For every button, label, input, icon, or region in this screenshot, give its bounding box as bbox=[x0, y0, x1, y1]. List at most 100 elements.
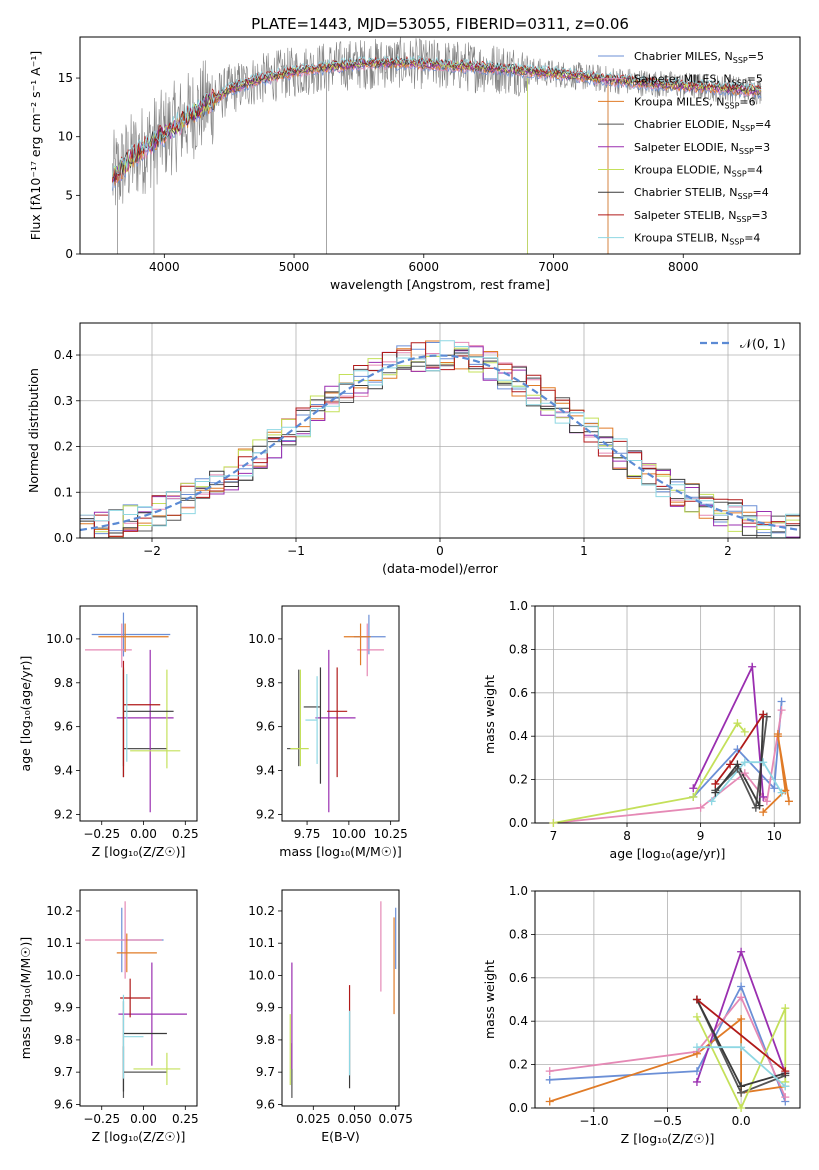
weight-marker bbox=[692, 1067, 701, 1076]
weight-marker bbox=[773, 732, 782, 741]
legend-entry: Chabrier MILES, NSSP=5 bbox=[634, 50, 764, 65]
legend-entry: Kroupa ELODIE, NSSP=4 bbox=[634, 164, 763, 179]
weight-marker bbox=[755, 801, 764, 810]
y-tick-label: 9.8 bbox=[256, 676, 275, 690]
x-tick-label: −1.0 bbox=[579, 1114, 608, 1128]
x-tick-label: −0.5 bbox=[653, 1114, 682, 1128]
weight-marker bbox=[737, 947, 746, 956]
y-tick-label: 9.9 bbox=[54, 1001, 73, 1015]
weight-marker bbox=[737, 993, 746, 1002]
legend-entry: Salpeter MILES, NSSP=5 bbox=[634, 73, 763, 88]
y-tick-label: 9.2 bbox=[54, 807, 73, 821]
x-tick-label: 0.25 bbox=[172, 1112, 199, 1126]
legend-count: =4 bbox=[747, 164, 763, 177]
y-tick-label: 0.6 bbox=[509, 971, 528, 985]
legend-entry: Chabrier ELODIE, NSSP=4 bbox=[634, 118, 771, 133]
weight-marker bbox=[689, 784, 698, 793]
y-tick-label: 0.3 bbox=[54, 394, 73, 408]
x-tick-label: 7 bbox=[550, 829, 558, 843]
weight-marker bbox=[759, 808, 768, 817]
y-tick-label: 1.0 bbox=[509, 884, 528, 898]
weight-marker bbox=[545, 1075, 554, 1084]
legend-count: =4 bbox=[755, 118, 771, 131]
weight-marker bbox=[781, 1093, 790, 1102]
age-vs-mass-panel: 9.75 10.00 10.25 9.2 9.4 9.6 9.8 10.0 mass [log₁… bbox=[248, 605, 408, 859]
y-tick-label: 0.8 bbox=[509, 927, 528, 941]
x-tick-label: 0.025 bbox=[296, 1112, 330, 1126]
model-spectrum bbox=[112, 55, 762, 183]
weight-marker bbox=[549, 819, 558, 827]
x-tick-label: 0.00 bbox=[130, 1112, 157, 1126]
weight-marker bbox=[692, 1043, 701, 1052]
mass-vs-extinction-panel: 0.025 0.050 0.075 9.6 9.7 9.8 9.9 10.0 10.1 10.2 E… bbox=[248, 889, 413, 1144]
y-tick-label: 10.0 bbox=[248, 968, 275, 982]
weight-marker bbox=[733, 745, 742, 754]
plot-area bbox=[80, 340, 800, 538]
mass-weight-vs-age-panel: 7 8 9 10 0.0 0.2 0.4 0.6 0.8 1.0 age [log₁₀(age/yr… bbox=[482, 599, 801, 861]
y-tick-label: 9.6 bbox=[256, 720, 275, 734]
x-tick-label: 0.050 bbox=[337, 1112, 371, 1126]
legend-subscript: SSP bbox=[724, 101, 739, 110]
y-tick-label: 0.4 bbox=[509, 1014, 528, 1028]
figure-title: PLATE=1443, MJD=53055, FIBERID=0311, z=0… bbox=[251, 15, 629, 33]
y-tick-label: 9.4 bbox=[54, 764, 73, 778]
weight-line bbox=[549, 995, 787, 1098]
weight-marker bbox=[545, 1067, 554, 1076]
y-tick-label: 9.8 bbox=[256, 1033, 275, 1047]
x-tick-label: 0.00 bbox=[130, 827, 157, 841]
y-tick-label: 10.0 bbox=[46, 632, 73, 646]
weight-marker bbox=[781, 1004, 790, 1013]
x-axis-label: (data-model)/error bbox=[382, 561, 499, 576]
weight-line bbox=[549, 984, 787, 1102]
weight-line bbox=[696, 998, 786, 1072]
histogram-steps bbox=[80, 340, 800, 538]
weight-marker bbox=[692, 1077, 701, 1086]
weight-marker bbox=[733, 719, 742, 728]
x-axis-label: age [log₁₀(age/yr)] bbox=[610, 846, 726, 861]
y-tick-label: 9.8 bbox=[54, 676, 73, 690]
y-tick-label: 0.0 bbox=[509, 816, 528, 830]
y-axis-label: mass weight bbox=[482, 675, 497, 754]
mass-weight-vs-metallicity-panel: −1.0 −0.5 0.0 0.0 0.2 0.4 0.6 0.8 1.0 Z [log₁₀(Z/… bbox=[482, 884, 801, 1146]
legend-count: =4 bbox=[744, 232, 760, 245]
weight-line bbox=[711, 761, 783, 802]
weight-marker bbox=[784, 797, 793, 806]
x-tick-label: 0.25 bbox=[172, 827, 199, 841]
weight-marker bbox=[711, 788, 720, 797]
legend-subscript: SSP bbox=[740, 124, 755, 133]
legend-count: =3 bbox=[754, 141, 770, 154]
weight-marker bbox=[759, 758, 768, 767]
spectrum-panel: 4000 5000 6000 7000 8000 0 5 10 15 wavelength [An… bbox=[28, 36, 801, 292]
weight-marker bbox=[707, 797, 716, 806]
x-tick-label: 10 bbox=[767, 829, 782, 843]
age-vs-metallicity-panel: −0.25 0.00 0.25 9.2 9.4 9.6 9.8 10.0 Z [log₁₀(Z/… bbox=[18, 605, 199, 859]
axes-frame bbox=[534, 605, 801, 824]
legend-entry: Salpeter ELODIE, NSSP=3 bbox=[634, 141, 770, 156]
legend-count: =3 bbox=[751, 209, 767, 222]
y-tick-label: 9.9 bbox=[256, 1001, 275, 1015]
y-tick-label: 0.4 bbox=[54, 348, 73, 362]
mass-vs-metallicity-panel: −0.25 0.00 0.25 9.6 9.7 9.8 9.9 10.0 10.1 10.2 Z [… bbox=[18, 889, 199, 1144]
weight-marker bbox=[740, 769, 749, 778]
weight-marker bbox=[737, 982, 746, 991]
model-spectrum bbox=[112, 59, 762, 181]
y-tick-label: 10.2 bbox=[248, 904, 275, 918]
x-tick-label: 8000 bbox=[668, 260, 699, 274]
weight-marker bbox=[737, 1015, 746, 1024]
weight-marker bbox=[759, 710, 768, 719]
weight-marker bbox=[777, 706, 786, 715]
weight-marker bbox=[762, 797, 771, 806]
plot-area bbox=[85, 612, 181, 813]
x-tick-label: −1 bbox=[287, 544, 305, 558]
y-tick-label: 10.0 bbox=[248, 632, 275, 646]
x-tick-label: 9.75 bbox=[294, 827, 321, 841]
plot-area bbox=[289, 901, 397, 1098]
x-axis-label: Z [log₁₀(Z/Z☉)] bbox=[92, 1129, 186, 1144]
weight-marker bbox=[737, 1082, 746, 1091]
y-axis-label: Normed distribution bbox=[26, 368, 41, 493]
y-tick-label: 9.8 bbox=[54, 1033, 73, 1047]
weight-marker bbox=[711, 779, 720, 788]
x-axis-label: mass [log₁₀(M/M☉)] bbox=[279, 844, 401, 859]
weight-marker bbox=[781, 1067, 790, 1076]
